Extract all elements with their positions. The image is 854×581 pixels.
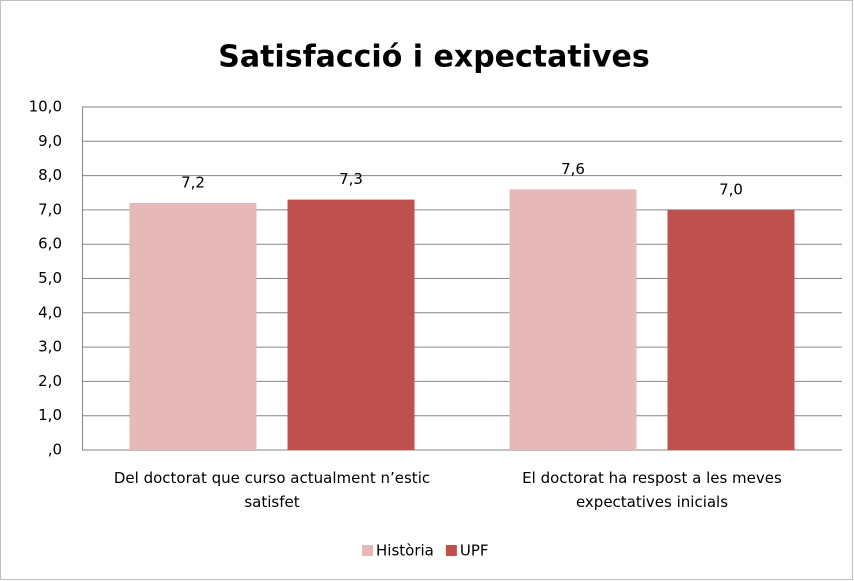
y-tick-label: 2,0 [38, 372, 62, 390]
x-tick-label: Del doctorat que curso actualment n’esti… [113, 469, 431, 511]
y-tick-label: 4,0 [38, 303, 62, 321]
y-tick-label: 1,0 [38, 406, 62, 424]
y-tick-label: ,0 [48, 441, 62, 459]
chart-title: Satisfacció i expectatives [218, 40, 650, 75]
bar [129, 203, 257, 450]
y-tick-label: 6,0 [38, 235, 62, 253]
bar [287, 199, 415, 450]
legend-swatch [362, 545, 373, 556]
legend-label: UPF [460, 542, 489, 560]
y-tick-label: 8,0 [38, 166, 62, 184]
data-label: 7,3 [339, 170, 363, 188]
legend-label: Història [376, 542, 434, 560]
y-tick-label: 3,0 [38, 338, 62, 356]
bar [509, 189, 637, 450]
data-label: 7,2 [181, 174, 205, 192]
data-label: 7,6 [561, 160, 585, 178]
y-tick-label: 5,0 [38, 269, 62, 287]
legend-swatch [445, 545, 457, 556]
y-tick-label: 7,0 [38, 200, 62, 218]
x-tick-label: El doctorat ha respost a les meves expec… [522, 469, 782, 511]
y-tick-label: 9,0 [38, 132, 62, 150]
y-tick-label: 10,0 [29, 98, 62, 116]
data-label: 7,0 [719, 180, 743, 198]
bar [667, 209, 795, 450]
